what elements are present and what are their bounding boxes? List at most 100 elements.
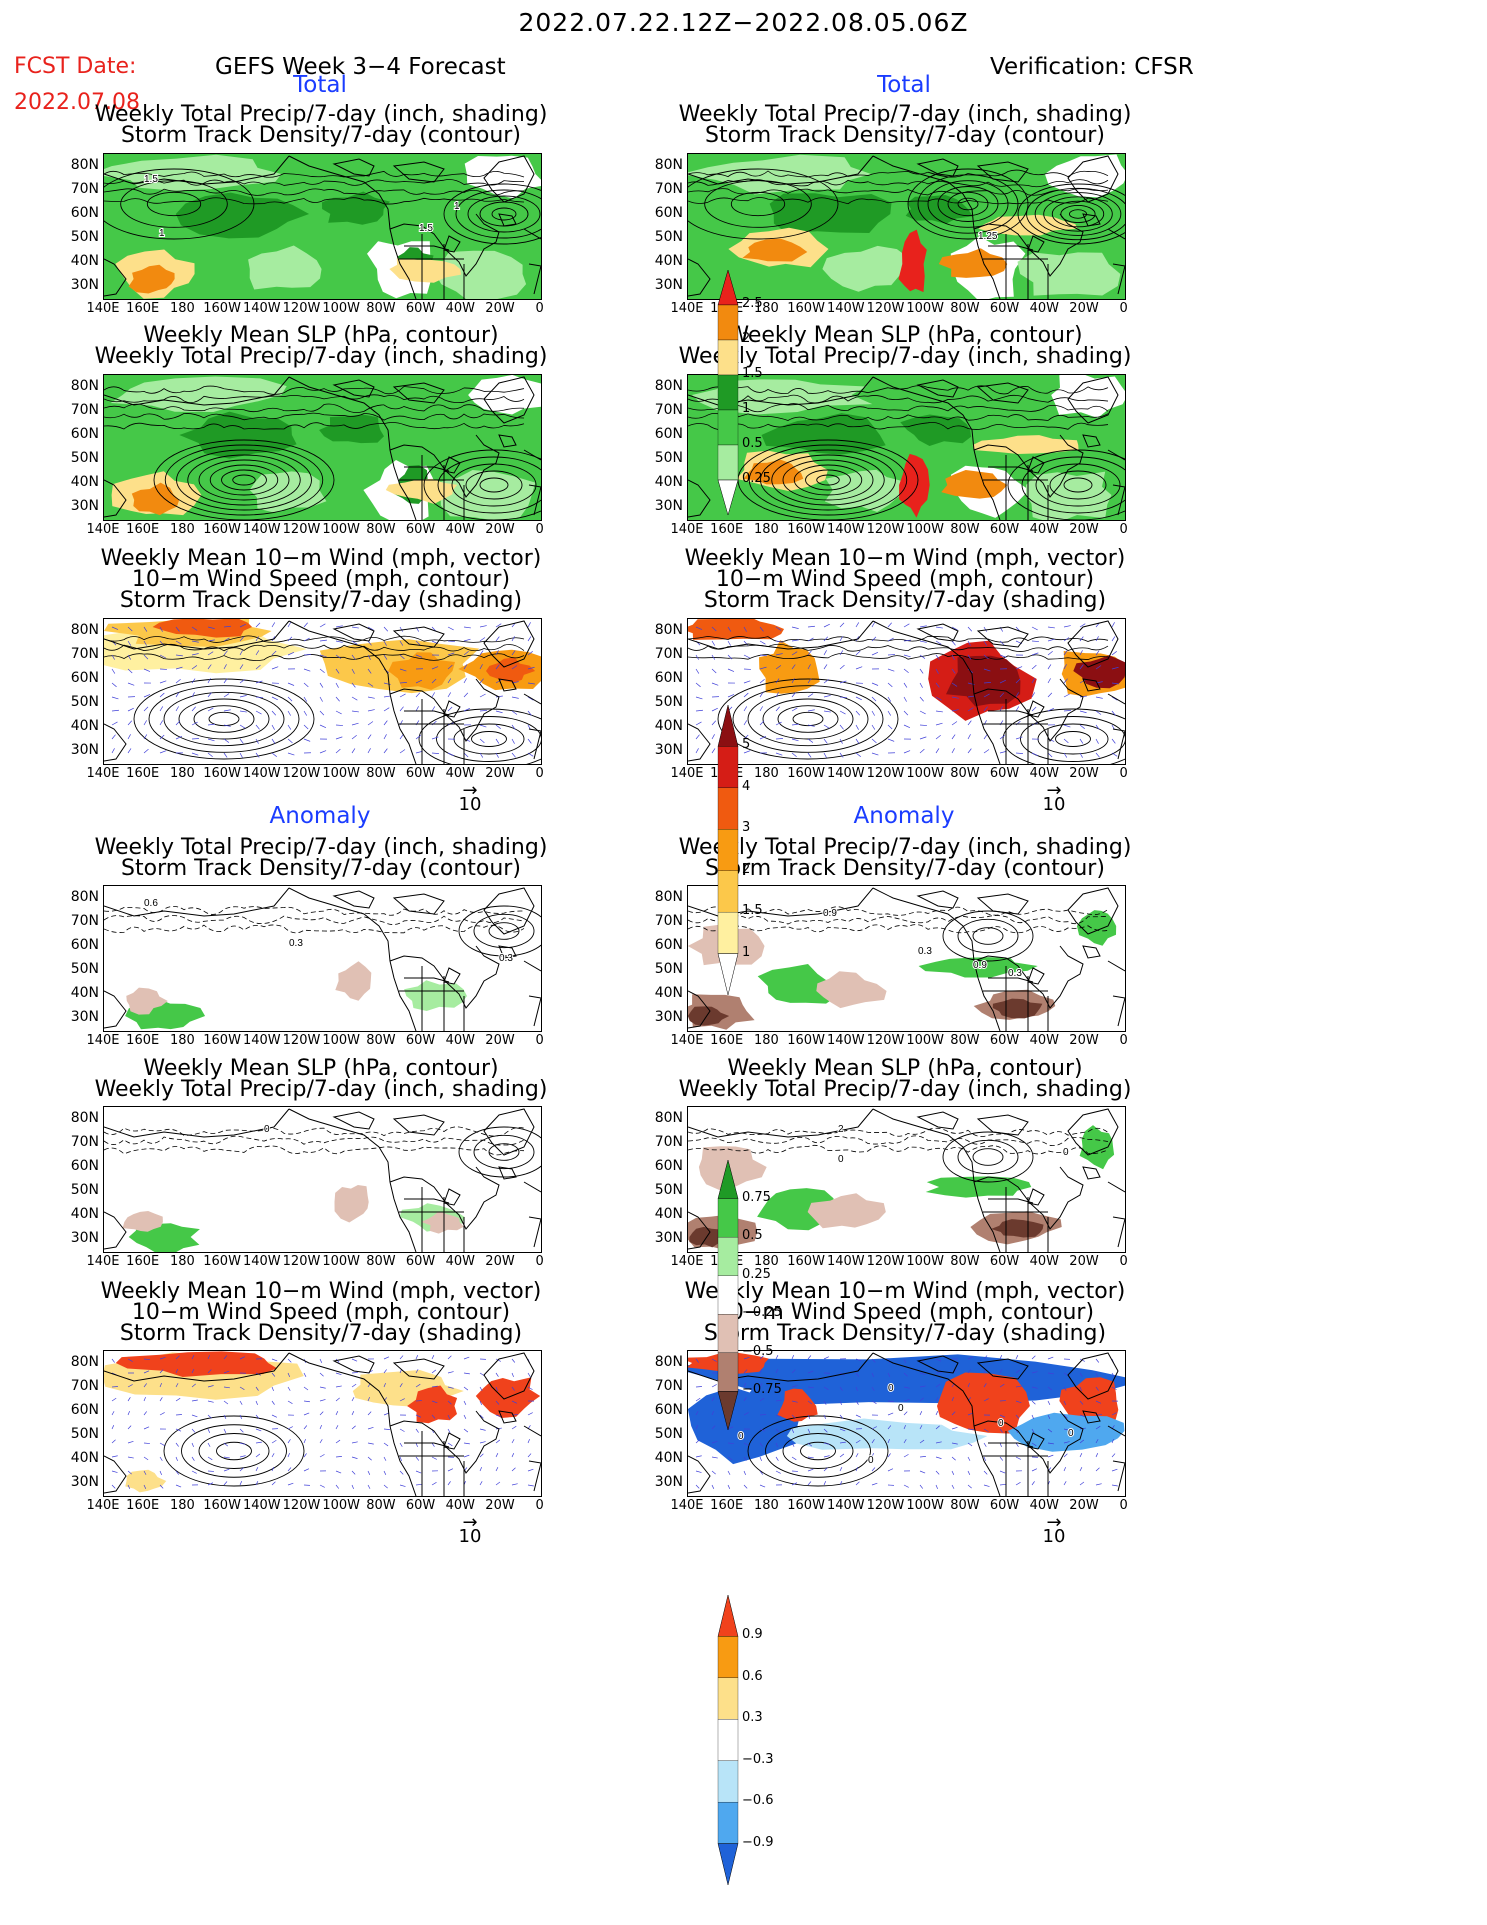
wind-vector (1015, 752, 1023, 754)
wind-speed-contour (208, 711, 240, 727)
map-canvas: 200 (688, 1107, 1125, 1252)
lon-tick-label: 80W (366, 1033, 396, 1048)
lon-tick-label: 0 (535, 301, 544, 316)
wind-vector (447, 678, 452, 684)
wind-vector (951, 734, 956, 740)
lon-tick-label: 0 (535, 1498, 544, 1513)
wind-vector (743, 750, 751, 754)
lon-tick-label: 100W (322, 766, 361, 781)
wind-vector (871, 1426, 877, 1430)
wind-vector (159, 1383, 162, 1388)
wind-vector (351, 748, 356, 754)
wind-vector (999, 654, 1007, 658)
wind-vector (271, 1386, 274, 1391)
continent-outline (688, 1455, 711, 1494)
continent-outline (443, 456, 461, 474)
wind-vector (511, 1400, 518, 1404)
wind-vector (855, 696, 862, 701)
wind-vector (271, 622, 276, 628)
wind-vector (399, 1484, 406, 1487)
wind-vector (367, 654, 371, 660)
wind-vector (967, 748, 972, 754)
wind-vector (175, 1484, 182, 1488)
wind-vector (207, 1414, 212, 1419)
continent-outline (392, 626, 445, 648)
lon-tick-label: 160W (787, 1498, 825, 1513)
continent-outline (688, 479, 711, 518)
wind-vector (207, 664, 212, 670)
wind-vector (983, 1456, 986, 1461)
wind-vector (839, 1414, 844, 1419)
wind-vector (399, 1442, 403, 1447)
continent-outline (1027, 235, 1045, 253)
wind-speed-contour (688, 635, 1109, 643)
wind-vector (479, 1453, 484, 1458)
wind-vector (351, 654, 356, 660)
wind-vector (695, 668, 700, 674)
wind-vector (319, 1358, 323, 1363)
track-anomaly-positive-strong (115, 1351, 277, 1377)
continent-outline (872, 620, 1001, 764)
lat-tick-label: 50N (654, 229, 683, 245)
panel-title-line: Weekly Total Precip/7-day (inch, shading… (678, 344, 1132, 369)
precip-heavy-band (175, 192, 310, 239)
continent-outline (389, 1166, 500, 1230)
wind-vector (223, 1386, 230, 1389)
wind-vector (1079, 650, 1083, 656)
wind-vector (463, 752, 469, 758)
lat-tick-label: 60N (70, 937, 99, 953)
wind-vector (335, 1385, 342, 1388)
wind-vector (1031, 1442, 1037, 1447)
vector-reference-arrow: → (1046, 1512, 1062, 1533)
wind-vector (727, 668, 735, 672)
wind-vector (951, 1456, 956, 1461)
lon-tick-label: 160W (203, 1498, 241, 1513)
wind-vector (511, 1425, 517, 1430)
wind-vector (255, 710, 262, 715)
wind-vector (1111, 682, 1119, 685)
slp-contour (104, 412, 525, 421)
lat-tick-label: 40N (654, 1450, 683, 1466)
wind-vector (335, 654, 342, 659)
wind-vector (447, 1400, 452, 1405)
wind-vector (335, 625, 343, 628)
wind-vector (191, 752, 199, 756)
wind-vector (143, 734, 148, 740)
lat-tick-label: 80N (654, 1354, 683, 1370)
wind-vector (287, 1426, 293, 1430)
wind-vector (175, 1456, 178, 1461)
storm-track-contour (947, 191, 989, 217)
wind-speed-contour (765, 1424, 871, 1478)
lat-tick-label: 60N (70, 1402, 99, 1418)
dry-area (468, 375, 541, 415)
wind-vector (775, 678, 780, 684)
wind-vector (727, 640, 731, 646)
lon-tick-label: 60W (989, 522, 1020, 537)
wind-vector (479, 710, 487, 712)
wind-vector (839, 696, 847, 699)
wind-vector (479, 724, 487, 728)
wind-vector (695, 1411, 699, 1416)
wind-vector (935, 1484, 938, 1489)
continent-outline (1082, 434, 1101, 448)
wind-vector (1095, 1372, 1098, 1377)
wind-vector (511, 650, 516, 656)
lat-tick-label: 70N (70, 1378, 99, 1394)
continent-outline (1067, 620, 1119, 668)
wind-vector (919, 1455, 926, 1458)
wind-vector (743, 706, 748, 712)
wind-vector (1079, 1467, 1083, 1472)
wind-vector (935, 696, 942, 701)
storm-track-contour (957, 197, 979, 211)
wind-vector (239, 664, 244, 670)
wind-vector (871, 1439, 875, 1444)
wind-vector (287, 738, 293, 744)
wind-vector (1111, 1453, 1116, 1458)
wind-vector (1031, 678, 1036, 684)
continent-outline (1005, 1431, 1049, 1496)
wind-vector (223, 752, 228, 758)
wind-vector (399, 749, 406, 754)
wind-vector (191, 665, 198, 670)
